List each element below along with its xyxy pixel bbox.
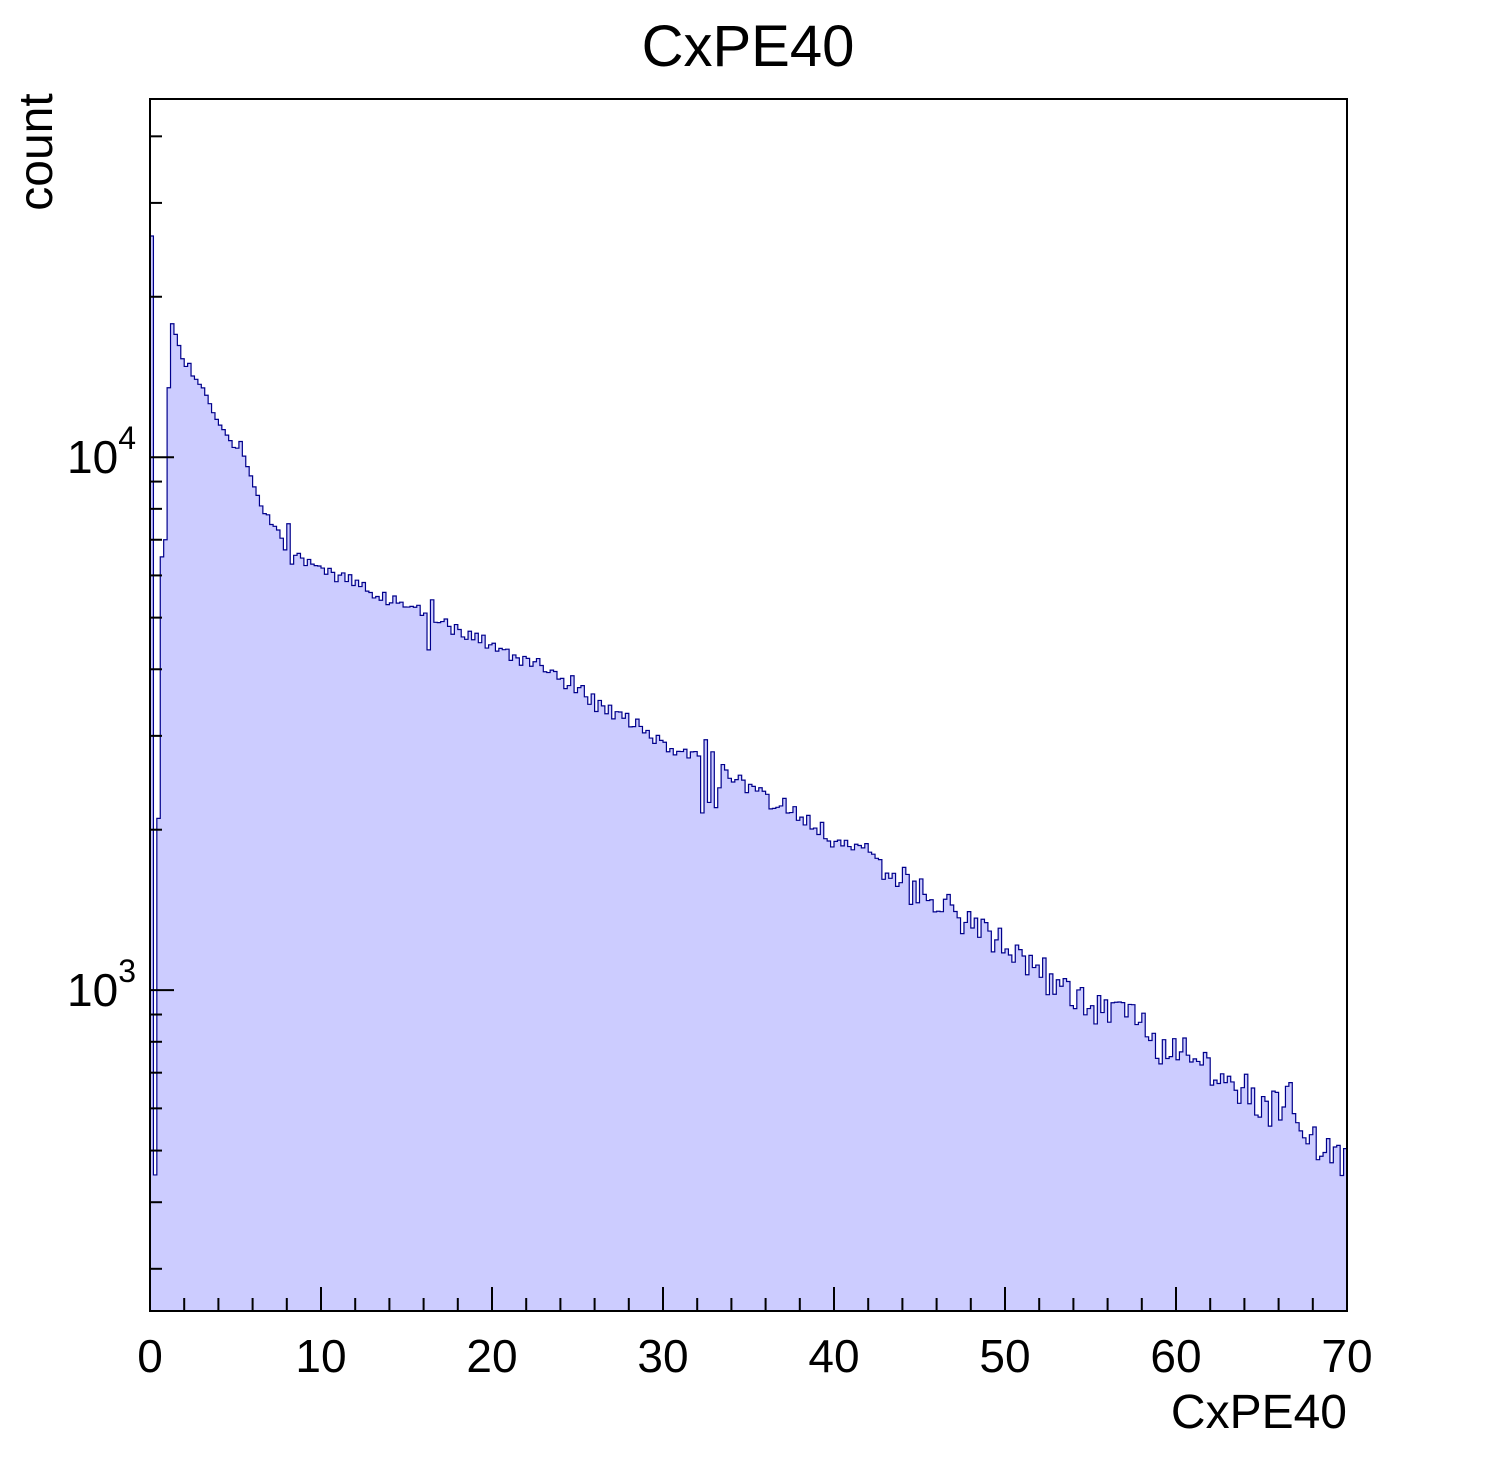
plot-area — [149, 235, 1348, 1312]
x-tick-label: 30 — [637, 1330, 688, 1382]
x-tick-label: 0 — [137, 1330, 163, 1382]
x-tick-label: 20 — [466, 1330, 517, 1382]
axes: 0 10 20 30 40 50 60 70 103 104 — [67, 98, 1373, 1382]
histogram-series — [149, 235, 1348, 1312]
x-tick-label: 70 — [1321, 1330, 1372, 1382]
x-axis-label: CxPE40 — [1171, 1386, 1347, 1439]
x-tick-label: 50 — [979, 1330, 1030, 1382]
x-tick-label: 60 — [1150, 1330, 1201, 1382]
x-tick-label: 10 — [295, 1330, 346, 1382]
y-tick-label: 103 — [67, 953, 136, 1016]
y-axis-label: count — [10, 93, 63, 210]
plot-frame — [149, 98, 1348, 1312]
y-tick-label: 104 — [67, 420, 136, 483]
chart-title: CxPE40 — [642, 14, 855, 79]
x-tick-label: 40 — [808, 1330, 859, 1382]
